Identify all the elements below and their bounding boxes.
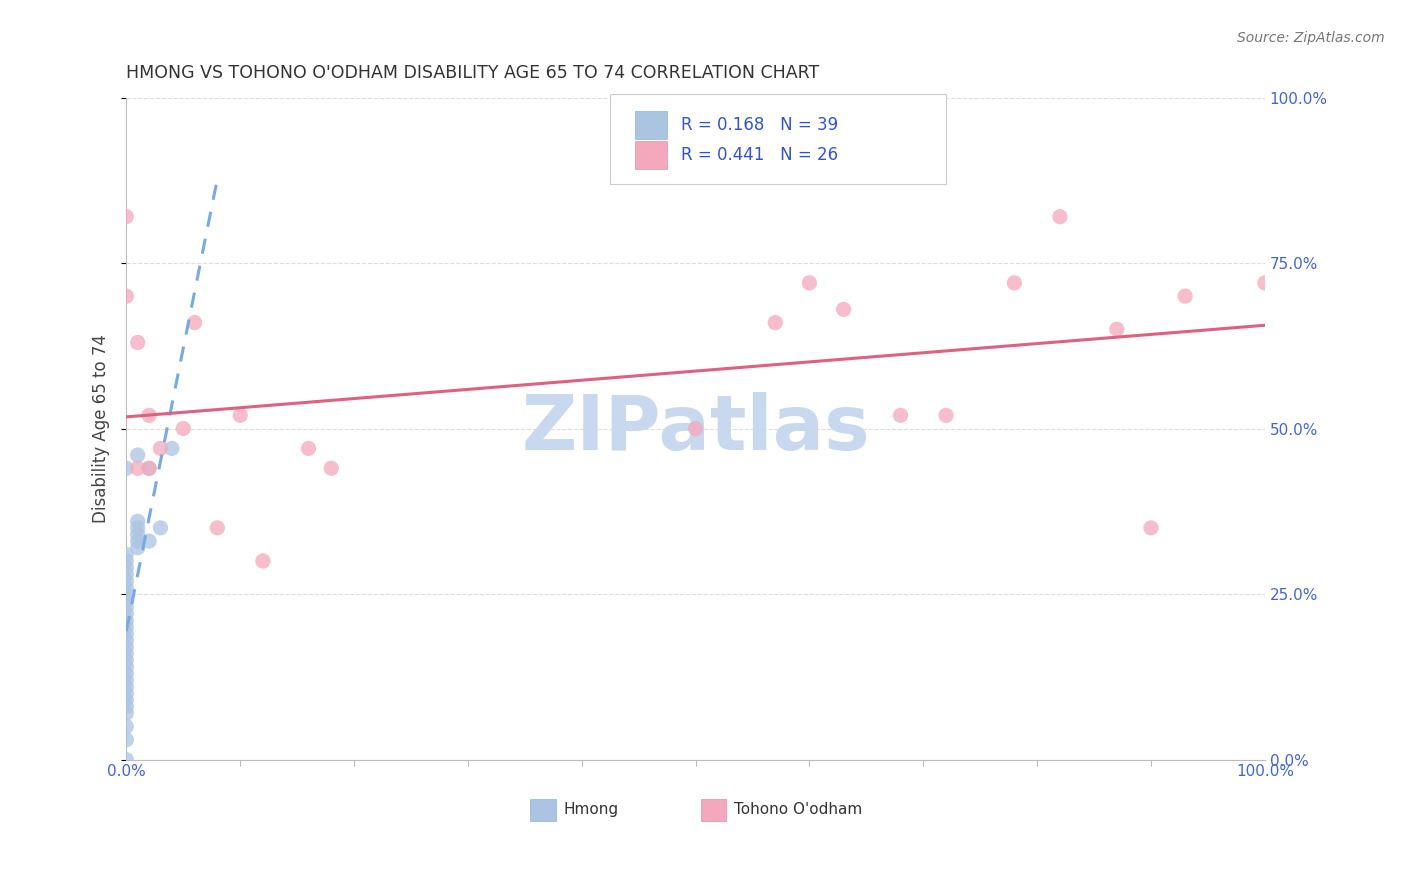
Point xyxy=(115,719,138,733)
Point xyxy=(115,461,138,475)
Point xyxy=(127,461,149,475)
Text: R = 0.168   N = 39: R = 0.168 N = 39 xyxy=(681,116,838,134)
Point xyxy=(115,640,138,654)
Point xyxy=(1174,289,1197,303)
Text: Tohono O'odham: Tohono O'odham xyxy=(734,802,862,817)
Point xyxy=(115,686,138,700)
Point xyxy=(127,527,149,541)
Point xyxy=(115,660,138,674)
Point xyxy=(115,680,138,694)
Point xyxy=(115,693,138,707)
Point xyxy=(115,554,138,568)
Point xyxy=(935,409,957,423)
Y-axis label: Disability Age 65 to 74: Disability Age 65 to 74 xyxy=(93,334,110,523)
Point xyxy=(1002,276,1025,290)
Point xyxy=(149,521,172,535)
FancyBboxPatch shape xyxy=(610,95,946,184)
Point xyxy=(160,442,183,456)
Point xyxy=(115,732,138,747)
Point xyxy=(115,753,138,767)
Point xyxy=(115,653,138,667)
Point xyxy=(115,673,138,688)
Point xyxy=(115,289,138,303)
Point xyxy=(138,461,160,475)
Point xyxy=(127,514,149,528)
Point xyxy=(207,521,229,535)
FancyBboxPatch shape xyxy=(702,799,727,822)
Point xyxy=(115,210,138,224)
Point xyxy=(149,442,172,456)
Point xyxy=(115,627,138,641)
Point xyxy=(115,560,138,574)
Point xyxy=(127,448,149,462)
FancyBboxPatch shape xyxy=(530,799,555,822)
FancyBboxPatch shape xyxy=(636,141,666,169)
Point xyxy=(1254,276,1277,290)
Point xyxy=(1049,210,1071,224)
Point xyxy=(763,316,786,330)
Point xyxy=(115,587,138,601)
Point xyxy=(115,567,138,582)
Point xyxy=(115,706,138,721)
Point xyxy=(832,302,855,317)
Point xyxy=(115,614,138,628)
Point xyxy=(127,335,149,350)
Point xyxy=(685,421,707,435)
Point xyxy=(799,276,821,290)
Point xyxy=(115,600,138,615)
Point xyxy=(127,521,149,535)
Point xyxy=(115,633,138,648)
Point xyxy=(115,699,138,714)
Point xyxy=(115,607,138,621)
Point xyxy=(115,666,138,681)
Point xyxy=(115,547,138,561)
Point xyxy=(1105,322,1128,336)
Point xyxy=(127,541,149,555)
Text: ZIPatlas: ZIPatlas xyxy=(522,392,870,466)
Point xyxy=(1140,521,1163,535)
Point xyxy=(183,316,205,330)
Point xyxy=(229,409,252,423)
Point xyxy=(115,593,138,607)
Point xyxy=(138,461,160,475)
Point xyxy=(297,442,319,456)
Point xyxy=(172,421,194,435)
Point xyxy=(115,574,138,588)
Point xyxy=(138,534,160,549)
Point xyxy=(252,554,274,568)
Point xyxy=(889,409,911,423)
Point xyxy=(321,461,343,475)
Text: R = 0.441   N = 26: R = 0.441 N = 26 xyxy=(681,146,838,164)
Point xyxy=(127,534,149,549)
Point xyxy=(115,581,138,595)
Text: HMONG VS TOHONO O'ODHAM DISABILITY AGE 65 TO 74 CORRELATION CHART: HMONG VS TOHONO O'ODHAM DISABILITY AGE 6… xyxy=(127,64,820,82)
Point xyxy=(138,409,160,423)
Text: Hmong: Hmong xyxy=(564,802,619,817)
Point xyxy=(115,620,138,634)
Point xyxy=(115,647,138,661)
FancyBboxPatch shape xyxy=(636,111,666,138)
Text: Source: ZipAtlas.com: Source: ZipAtlas.com xyxy=(1237,31,1385,45)
